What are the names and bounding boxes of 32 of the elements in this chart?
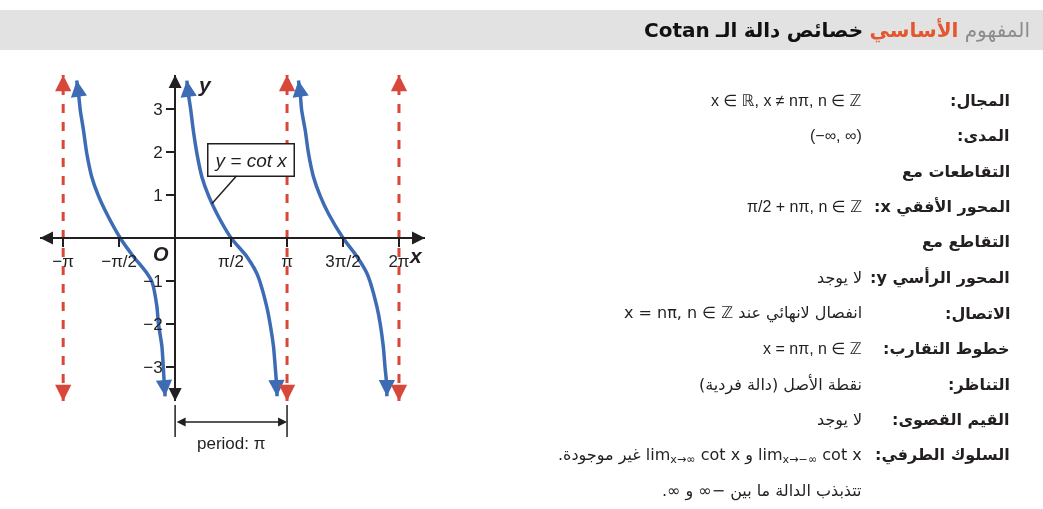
x-tick-label: −π <box>52 252 75 272</box>
y-axis-title: y <box>198 73 212 96</box>
y-tick-label: −3 <box>143 357 163 377</box>
y-tick-label: 1 <box>153 186 163 206</box>
text: السلوك الطرفي: <box>875 445 1010 465</box>
text: نقطة الأصل (دالة فردية) <box>699 374 862 395</box>
text: انفصال لانهائي عند x = nπ, n ∈ ℤ <box>624 303 863 323</box>
x-tick-label: 2π <box>388 252 410 272</box>
text: x ∈ ℝ, x ≠ nπ, n ∈ ℤ <box>711 92 862 109</box>
x-tick-label: −π/2 <box>101 252 138 272</box>
text: الاتصال: <box>945 304 1011 323</box>
text: المجال: <box>950 91 1011 110</box>
text: خطوط التقارب: <box>883 339 1010 358</box>
text: التقاطعات مع المحور الأفقي x: <box>874 162 1011 217</box>
text: (−∞, ∞) <box>810 127 862 144</box>
text: π/2 + nπ, n ∈ ℤ <box>747 198 863 215</box>
text: لا يوجد <box>817 410 863 430</box>
x-axis-title: x <box>409 244 423 267</box>
y-tick-label: 3 <box>153 100 163 120</box>
text: لا يوجد <box>817 268 863 288</box>
annotation: O <box>153 243 169 265</box>
annotation: y = cot x <box>213 149 289 171</box>
x-tick-label: π <box>281 252 293 272</box>
y-tick-label: 2 <box>153 143 163 163</box>
text: القيم القصوى: <box>892 410 1010 429</box>
text: x = nπ, n ∈ ℤ <box>763 340 862 357</box>
x-tick-label: 3π/2 <box>325 252 361 272</box>
text: التقاطع مع المحور الرأسي y: <box>870 232 1010 288</box>
text: المدى: <box>957 126 1010 145</box>
text: التناظر: <box>948 375 1010 394</box>
x-tick-label: π/2 <box>218 252 245 272</box>
text: period: π <box>197 434 266 453</box>
